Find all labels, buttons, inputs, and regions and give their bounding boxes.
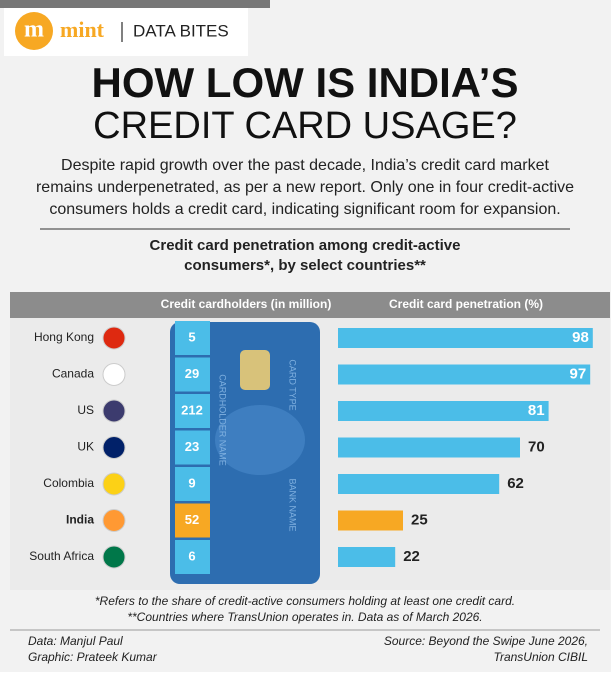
cardholder-cell — [175, 394, 210, 428]
cardholder-value: 6 — [188, 548, 195, 563]
credit: Graphic: Prateek Kumar — [28, 650, 158, 664]
logo: m — [24, 17, 44, 43]
cardholder-value: 29 — [185, 366, 199, 381]
cardholder-cell — [175, 357, 210, 392]
footnote: *Refers to the share of credit-active co… — [95, 594, 515, 608]
card-text: BANK NAME — [288, 478, 298, 531]
top-bar — [0, 0, 270, 8]
category-label: US — [77, 403, 94, 417]
chart-title: consumers*, by select countries** — [184, 257, 426, 274]
card-text: CARD TYPE — [288, 359, 298, 410]
subtitle-line: Despite rapid growth over the past decad… — [61, 157, 550, 174]
bar — [338, 364, 591, 385]
bar — [338, 510, 403, 531]
header-band — [10, 292, 610, 318]
bar — [338, 401, 549, 421]
cardholder-cell — [175, 540, 210, 574]
value-label: 70 — [528, 438, 545, 455]
category-label: Hong Kong — [34, 330, 94, 344]
cardholder-value: 212 — [181, 402, 203, 417]
cardholder-value: 23 — [185, 439, 199, 454]
column-header: Credit card penetration (%) — [389, 297, 543, 311]
subtitle-line: consumers holds a credit card, indicatin… — [49, 201, 560, 218]
value-label: 62 — [507, 475, 524, 492]
cardholder-cell — [175, 430, 210, 465]
cardholder-value: 5 — [188, 329, 195, 344]
flag — [102, 472, 126, 496]
title-line: HOW LOW IS INDIA’S — [92, 59, 519, 106]
cardholder-value: 52 — [185, 512, 199, 527]
flag — [102, 509, 126, 532]
section: DATA BITES — [133, 21, 229, 40]
category-label: UK — [77, 440, 94, 454]
category-label: Colombia — [43, 476, 94, 490]
flag — [102, 545, 126, 569]
card-map — [215, 405, 305, 475]
bar — [338, 474, 500, 494]
subtitle-line: remains underpenetrated, as per a new re… — [36, 179, 574, 196]
credit: Source: Beyond the Swipe June 2026, — [384, 634, 588, 648]
value-label: 97 — [570, 365, 587, 382]
title-line: CREDIT CARD USAGE? — [93, 105, 517, 147]
value-label: 25 — [411, 511, 428, 528]
card-text: CARDHOLDER NAME — [218, 374, 228, 466]
cardholder-cell — [175, 503, 210, 538]
value-label: 22 — [403, 548, 420, 565]
credit: Data: Manjul Paul — [28, 634, 123, 648]
credit: TransUnion CIBIL — [494, 650, 588, 664]
rows: Hong Kong 5 98 Canada 29 97 US 212 81 UK 23 70 Colom… — [29, 321, 593, 574]
flag — [102, 363, 126, 386]
brand: mint — [60, 17, 105, 42]
flag — [102, 399, 126, 423]
flag — [102, 326, 126, 350]
card-chip — [240, 350, 270, 390]
bar — [338, 328, 593, 348]
column-header: Credit cardholders (in million) — [161, 297, 332, 311]
value-label: 98 — [572, 329, 589, 346]
category-label: South Africa — [29, 549, 94, 563]
cardholder-cell — [175, 467, 210, 501]
chart-title: Credit card penetration among credit-act… — [150, 237, 461, 254]
cardholder-value: 9 — [188, 475, 195, 490]
category-label: Canada — [52, 367, 94, 381]
cardholder-cell — [175, 321, 210, 355]
category-label: India — [66, 513, 94, 527]
footnote: **Countries where TransUnion operates in… — [127, 610, 482, 624]
bar — [338, 547, 396, 567]
flag — [102, 436, 126, 459]
logo-circle — [15, 12, 53, 50]
value-label: 81 — [528, 402, 545, 419]
bar — [338, 437, 520, 458]
